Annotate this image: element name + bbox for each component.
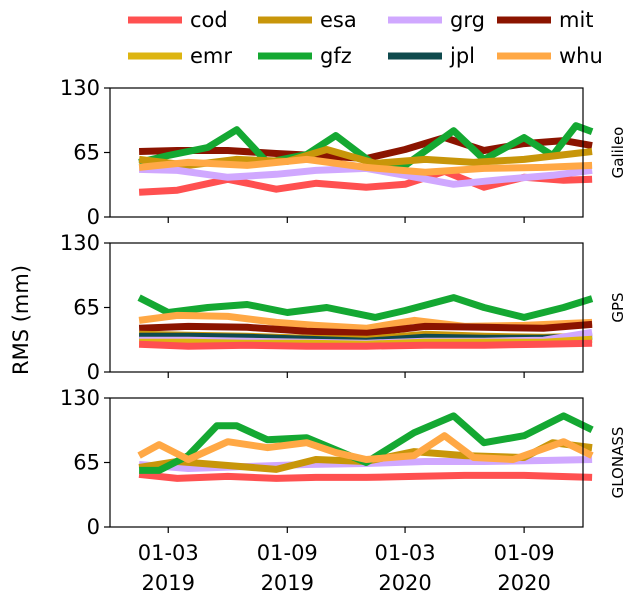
legend-label-mit: mit (559, 8, 594, 32)
panel-gps: 0 65 130 GPS (60, 231, 627, 384)
y-axis-label: RMS (mm) (9, 265, 33, 375)
panels: 0 65 130 Galileo 0 65 130 GPS 0 65 130 GLONASS (60, 76, 627, 539)
legend-item-grg: grg (388, 8, 485, 32)
legend-label-cod: cod (190, 8, 228, 32)
panel-label-gps: GPS (609, 292, 627, 322)
series-gps-cod (138, 339, 593, 350)
series-glonass-cod (138, 470, 593, 482)
legend-item-cod: cod (128, 8, 228, 32)
series-glonass-whu (137, 432, 594, 463)
panel-galileo: 0 65 130 Galileo (60, 76, 627, 229)
x-tick-label: 01-03 2020 (375, 541, 436, 595)
panel-glonass: 0 65 130 GLONASS (60, 386, 627, 539)
legend-label-grg: grg (450, 8, 485, 32)
legend-label-emr: emr (190, 44, 232, 68)
y-tick-label: 0 (87, 515, 100, 539)
series-gps-gfz (137, 294, 594, 321)
y-tick-label: 0 (87, 205, 100, 229)
legend-item-gfz: gfz (258, 44, 352, 68)
x-tick-label: 01-09 2020 (494, 541, 555, 595)
x-tick-label: 01-09 2019 (257, 541, 318, 595)
legend-item-jpl: jpl (388, 44, 475, 68)
legend-label-esa: esa (320, 8, 357, 32)
series-galileo-whu (138, 155, 593, 176)
legend: cod esa grg mit emr gfz jpl whu (128, 8, 603, 68)
legend-label-gfz: gfz (320, 44, 352, 68)
legend-label-jpl: jpl (449, 44, 475, 68)
panel-label-galileo: Galileo (609, 127, 627, 179)
x-tick-label: 01-03 2019 (138, 541, 199, 595)
y-tick-label: 65 (73, 296, 100, 320)
legend-item-emr: emr (128, 44, 232, 68)
y-tick-label: 65 (73, 451, 100, 475)
series-gps-mit (138, 320, 593, 337)
y-tick-label: 130 (60, 231, 100, 255)
panel-label-glonass: GLONASS (609, 427, 627, 499)
legend-item-esa: esa (258, 8, 357, 32)
legend-item-mit: mit (497, 8, 594, 32)
legend-item-whu: whu (497, 44, 603, 68)
y-tick-label: 130 (60, 76, 100, 100)
x-tick-labels: 01-03 2019 01-09 2019 01-03 2020 01-09 2020 (138, 541, 555, 595)
y-tick-label: 0 (87, 360, 100, 384)
y-tick-label: 130 (60, 386, 100, 410)
y-tick-label: 65 (73, 141, 100, 165)
legend-label-whu: whu (559, 44, 603, 68)
